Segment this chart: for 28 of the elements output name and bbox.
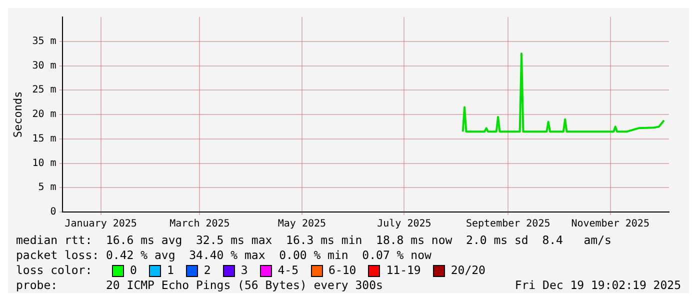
x-tick-label: November 2025 [571,218,650,230]
text: probe: 20 ICMP Echo Pings (56 Bytes) every 300s [16,278,383,293]
x-tick-label: March 2025 [170,218,230,230]
x-tick-label: January 2025 [64,218,137,230]
y-tick-label: 15 m [32,133,56,144]
text: 1 [166,263,174,278]
y-tick-label: 35 m [32,36,56,47]
y-tick-label: 10 m [32,158,56,169]
y-tick-label: 5 m [38,182,56,194]
text: loss color: [16,263,94,278]
y-tick-label: 25 m [32,84,56,96]
y-tick-label: 0 [50,206,56,218]
text: packet loss: 0.42 % avg 34.40 % max 0.00 % min 0.07 % now [16,248,432,263]
x-tick-label: July 2025 [377,218,432,230]
text: 2 [204,263,211,278]
text: 0 [130,263,137,278]
text: 4-5 [278,263,299,278]
y-tick-label: 30 m [32,60,56,72]
text: Fri Dec 19 19:02:19 2025 [514,278,681,293]
x-tick-label: May 2025 [278,218,326,230]
text: median rtt: 16.6 ms avg 32.5 ms max 16.3 ms min 18.8 ms now 2.0 ms sd 8.4 am/s [16,233,612,248]
text: 11-19 [386,263,421,278]
text: 6-10 [328,263,356,278]
y-tick-label: 20 m [32,109,56,120]
y-axis-title: Seconds [11,91,24,138]
x-tick-label: September 2025 [466,218,550,230]
text: 3 [240,263,248,278]
text: 20/20 [450,263,486,278]
